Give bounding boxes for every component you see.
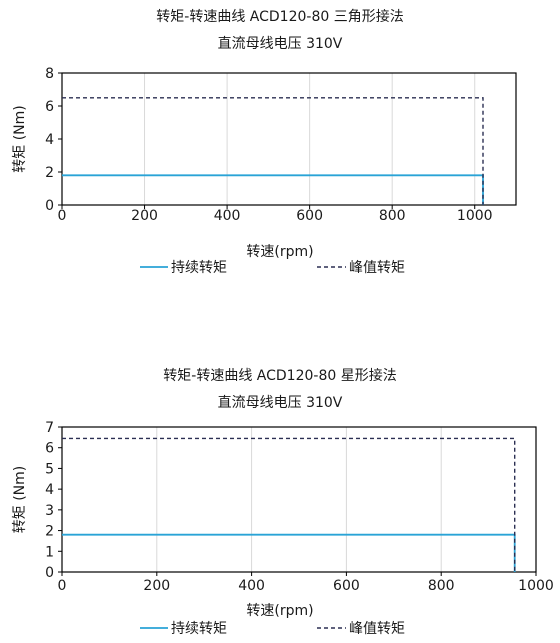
x-tick-label: 0: [58, 578, 67, 594]
legend-continuous-label: 持续转矩: [171, 259, 227, 276]
x-tick-label: 600: [296, 208, 323, 224]
plot-frame: [61, 426, 537, 573]
y-axis-label: 转矩 (Nm): [12, 466, 28, 533]
y-tick-label: 1: [45, 544, 54, 560]
y-tick-label: 4: [45, 482, 54, 498]
chart-subtitle: 直流母线电压 310V: [218, 35, 343, 52]
x-tick-label: 0: [58, 208, 67, 224]
plot-frame: [61, 72, 517, 206]
x-tick-label: 600: [333, 578, 360, 594]
x-axis-label: 转速(rpm): [246, 244, 313, 260]
continuous-torque-line: [62, 533, 516, 572]
legend-peak-label: 峰值转矩: [349, 260, 405, 276]
legend-continuous-label: 持续转矩: [171, 620, 227, 637]
x-tick-label: 1000: [518, 578, 554, 594]
y-tick-label: 6: [45, 99, 54, 115]
x-tick-label: 800: [379, 208, 406, 224]
y-tick-label: 6: [45, 441, 54, 457]
x-tick-label: 400: [238, 578, 265, 594]
y-tick-label: 2: [45, 165, 54, 181]
peak-torque-line: [62, 97, 484, 205]
chart-title: 转矩-转速曲线 ACD120-80 星形接法: [163, 367, 396, 384]
continuous-torque-line: [62, 174, 484, 205]
y-tick-label: 2: [45, 524, 54, 540]
y-tick-label: 0: [45, 198, 54, 214]
x-tick-label: 800: [428, 578, 455, 594]
y-tick-label: 0: [45, 565, 54, 581]
peak-torque-line: [62, 437, 516, 572]
x-axis-label: 转速(rpm): [246, 603, 313, 619]
y-tick-label: 3: [45, 503, 54, 519]
x-tick-label: 200: [131, 208, 158, 224]
x-tick-label: 200: [143, 578, 170, 594]
chart-subtitle: 直流母线电压 310V: [218, 394, 343, 411]
y-tick-label: 7: [45, 420, 54, 436]
chart-title: 转矩-转速曲线 ACD120-80 三角形接法: [156, 8, 403, 25]
x-tick-label: 1000: [457, 208, 493, 224]
x-tick-label: 400: [214, 208, 241, 224]
legend-peak-label: 峰值转矩: [349, 621, 405, 637]
y-tick-label: 8: [45, 66, 54, 82]
y-tick-label: 4: [45, 132, 54, 148]
y-tick-label: 5: [45, 461, 54, 477]
y-axis-label: 转矩 (Nm): [12, 105, 28, 172]
